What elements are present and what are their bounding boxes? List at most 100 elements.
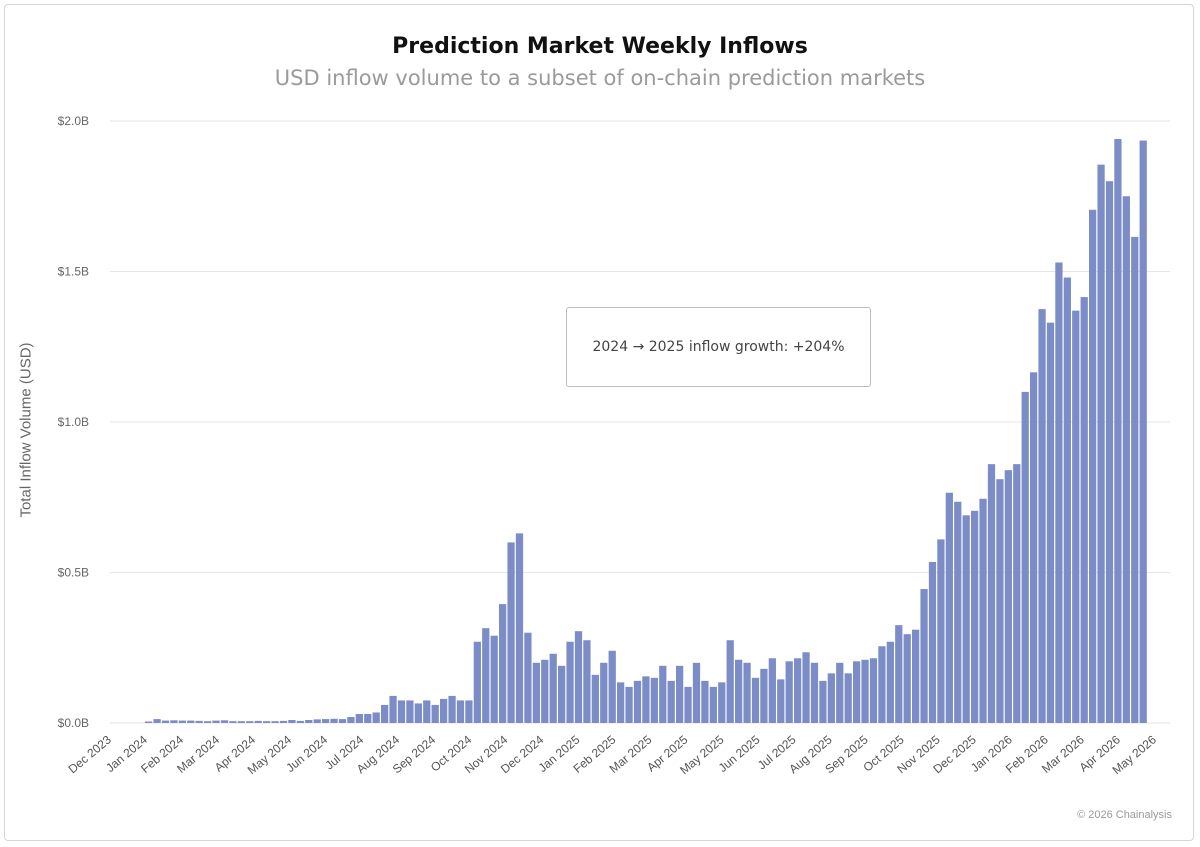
bar <box>760 668 768 723</box>
bar <box>153 719 161 723</box>
bar <box>1021 391 1029 723</box>
bar <box>1080 297 1088 723</box>
bar <box>381 704 389 723</box>
bar <box>558 665 566 723</box>
bar <box>271 721 279 723</box>
bar <box>313 719 321 723</box>
bar <box>836 662 844 723</box>
bar <box>549 653 557 723</box>
bar <box>827 673 835 723</box>
bar <box>229 721 237 723</box>
bar <box>667 680 675 723</box>
bar <box>465 700 473 723</box>
bar <box>1072 310 1080 723</box>
bar <box>954 501 962 723</box>
bar <box>1139 140 1147 723</box>
bar <box>853 661 861 723</box>
y-tick-label: $0.5B <box>58 566 89 580</box>
bar <box>355 713 363 723</box>
bar <box>937 539 945 723</box>
bar <box>170 720 178 723</box>
bar <box>473 641 481 723</box>
bar <box>625 686 633 723</box>
bar <box>861 659 869 723</box>
bar <box>659 665 667 723</box>
bar <box>591 674 599 723</box>
bar <box>338 719 347 723</box>
bar <box>161 720 170 723</box>
bar <box>305 719 313 723</box>
bars <box>145 139 1147 724</box>
bar <box>524 632 532 723</box>
bar <box>608 650 616 723</box>
bar <box>583 640 591 723</box>
bar <box>574 631 583 723</box>
bar <box>928 561 937 723</box>
bar <box>423 700 431 723</box>
bar <box>145 721 153 723</box>
bar <box>397 700 406 723</box>
bar <box>288 719 296 723</box>
growth-annotation: 2024 → 2025 inflow growth: +204% <box>566 307 871 387</box>
bar <box>364 713 372 723</box>
chart-subtitle: USD inflow volume to a subset of on-chai… <box>274 66 926 90</box>
bar <box>431 704 439 723</box>
bar <box>676 665 684 723</box>
bar <box>237 721 245 723</box>
bar <box>507 542 515 723</box>
x-tick-label: Jun 2024 <box>283 732 330 775</box>
bar <box>743 662 751 723</box>
bar <box>692 662 701 723</box>
bar <box>195 720 203 723</box>
y-tick-labels: $0.0B $0.5B $1.0B $1.5B $2.0B <box>58 114 89 730</box>
bar <box>372 712 380 723</box>
bar <box>1063 277 1071 723</box>
bar <box>718 682 726 723</box>
bar <box>802 652 810 723</box>
bar <box>187 720 195 723</box>
bar <box>684 686 692 723</box>
bar <box>1131 236 1139 723</box>
y-tick-label: $0.0B <box>58 716 89 730</box>
bar <box>448 695 456 723</box>
bar <box>204 721 212 723</box>
bar <box>296 720 304 723</box>
bar <box>1013 464 1021 723</box>
bar <box>777 679 785 723</box>
bar <box>279 720 288 723</box>
bar <box>330 718 338 723</box>
bar <box>1004 470 1012 723</box>
bar <box>456 700 465 723</box>
bar <box>844 673 852 723</box>
bar <box>1038 309 1046 724</box>
bar <box>1097 164 1105 723</box>
bar <box>440 698 448 723</box>
bar <box>515 533 524 723</box>
bar <box>499 604 507 723</box>
chart-title: Prediction Market Weekly Inflows <box>392 34 808 59</box>
bar <box>1122 196 1130 723</box>
bar <box>220 720 229 723</box>
bar <box>878 646 886 723</box>
bar <box>886 641 894 723</box>
bar <box>254 720 262 723</box>
bar <box>1105 181 1114 723</box>
x-tick-label: Jun 2025 <box>716 732 763 775</box>
bar <box>785 661 793 723</box>
bar <box>566 641 574 723</box>
bar <box>246 721 254 723</box>
bar <box>322 719 330 723</box>
bar <box>532 662 540 723</box>
bar <box>406 700 414 723</box>
bar <box>490 635 498 723</box>
bar <box>1055 262 1063 723</box>
y-tick-label: $1.5B <box>58 265 89 279</box>
credit-text: © 2026 Chainalysis <box>1077 809 1172 821</box>
bar <box>414 703 422 723</box>
y-tick-label: $2.0B <box>58 114 89 128</box>
bar <box>482 628 490 723</box>
bar <box>726 640 734 723</box>
bar <box>768 658 776 723</box>
bar <box>1114 139 1122 723</box>
